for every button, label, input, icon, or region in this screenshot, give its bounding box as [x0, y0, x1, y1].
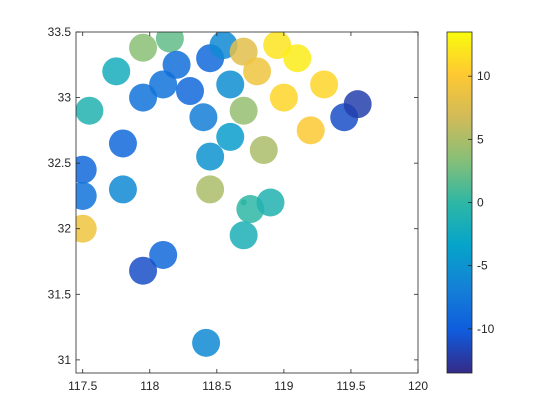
radar-cell [76, 96, 104, 125]
radar-cell [189, 103, 218, 132]
x-tick-label: 119.5 [336, 379, 365, 393]
radar-cell [229, 221, 258, 250]
x-tick-label: 118 [140, 379, 159, 393]
radar-cell [263, 32, 292, 60]
radar-cell [249, 136, 278, 165]
colorbar-tick-label: 0 [477, 196, 484, 210]
radar-field [76, 32, 372, 357]
y-tick-label: 33.5 [48, 25, 72, 39]
y-tick-label: 31.5 [48, 287, 72, 301]
radar-cell [196, 142, 225, 171]
y-tick-label: 33 [58, 91, 72, 105]
radar-cell [149, 70, 178, 99]
radar-cell [76, 181, 97, 210]
colorbar-axis: -10 -5 0 5 10 [468, 69, 495, 336]
radar-cell [229, 96, 258, 125]
radar-cell [108, 129, 137, 158]
radar-cell [155, 32, 184, 53]
x-tick-label: 119 [274, 379, 293, 393]
radar-cell [129, 33, 158, 62]
radar-center-marker [240, 199, 247, 206]
radar-cell [310, 70, 339, 99]
radar-cell [283, 44, 312, 73]
radar-cell [216, 122, 245, 151]
colorbar-tick-label: -10 [477, 322, 495, 336]
radar-cell [256, 188, 285, 217]
y-axis: 31 31.5 32 32.5 33 33.5 [48, 25, 418, 367]
plot-frame [75, 31, 419, 374]
radar-cell [196, 175, 225, 204]
colorbar-tick-label: 10 [477, 69, 491, 83]
colorbar [446, 31, 473, 374]
radar-cell [343, 90, 372, 119]
y-tick-label: 32 [58, 222, 72, 236]
radar-cell [216, 70, 245, 99]
x-tick-label: 118.5 [202, 379, 231, 393]
radar-cell [176, 77, 204, 106]
colorbar-tick-label: -5 [477, 259, 488, 273]
radar-cell [162, 50, 191, 79]
radar-cell [269, 83, 298, 112]
radar-cell [192, 328, 221, 357]
radar-cell [108, 175, 137, 204]
radar-cell [243, 57, 272, 86]
y-tick-label: 31 [58, 353, 72, 367]
x-tick-label: 117.5 [68, 379, 97, 393]
radar-cell [76, 214, 97, 243]
radar-cell [129, 256, 158, 285]
x-axis: 117.5 118 118.5 119 119.5 120 [68, 32, 428, 393]
colorbar-tick-label: 5 [477, 132, 484, 146]
radar-cell [76, 155, 97, 184]
x-tick-label: 120 [408, 379, 428, 393]
radar-cell [149, 240, 178, 269]
radar-cell [229, 37, 258, 66]
radar-cell [296, 116, 325, 145]
radar-cell [102, 57, 131, 86]
y-tick-label: 32.5 [48, 156, 72, 170]
radar-cell [129, 83, 158, 112]
